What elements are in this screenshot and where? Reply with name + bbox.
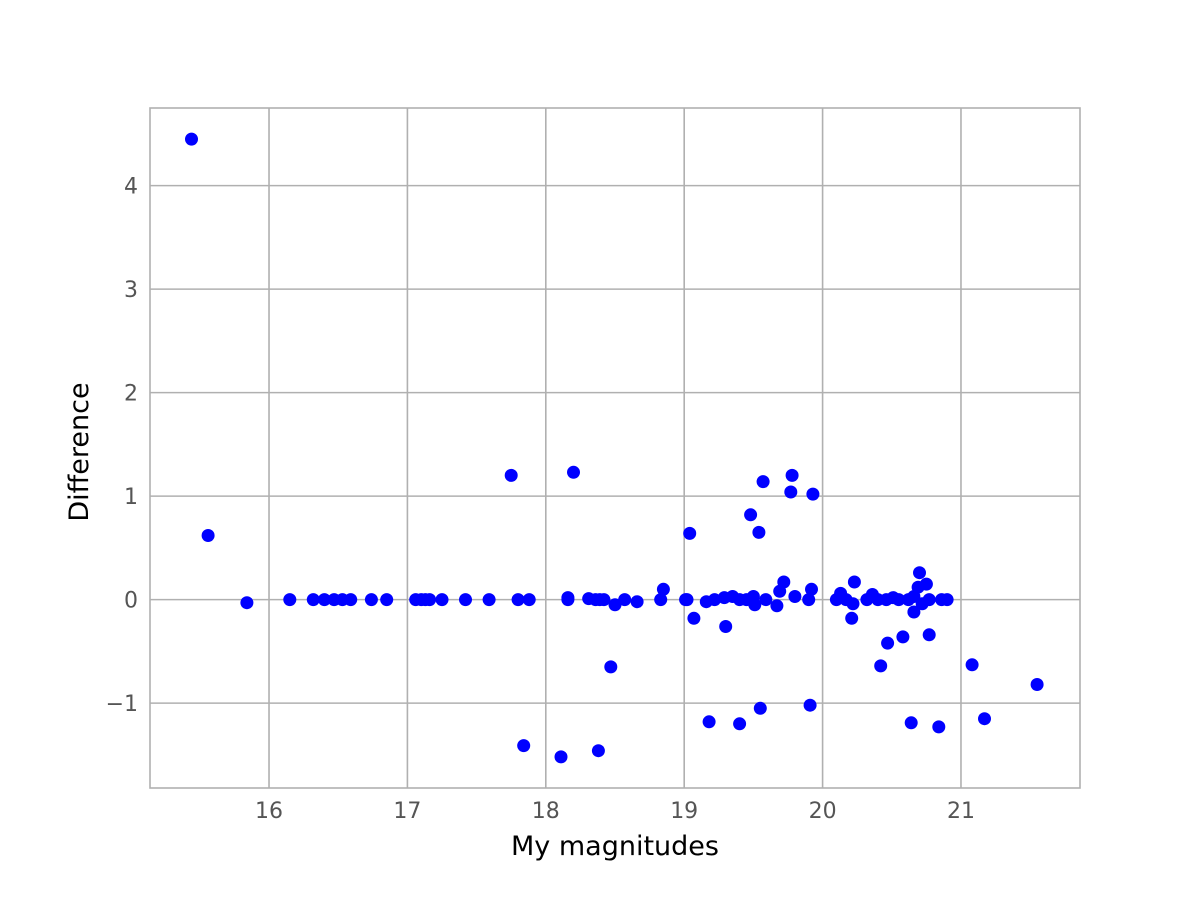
data-point bbox=[719, 620, 733, 633]
data-point bbox=[683, 526, 697, 540]
x-tick-labels: 16 17 18 19 20 21 bbox=[255, 799, 975, 824]
data-point bbox=[185, 132, 198, 146]
data-point bbox=[803, 698, 817, 712]
data-point bbox=[770, 599, 784, 613]
data-point bbox=[561, 593, 575, 607]
data-point bbox=[522, 593, 536, 607]
data-point bbox=[608, 598, 622, 612]
data-point bbox=[317, 593, 331, 607]
y-tick-label: 1 bbox=[124, 485, 138, 510]
data-point bbox=[846, 597, 860, 611]
data-point bbox=[554, 750, 568, 764]
data-point bbox=[656, 582, 670, 596]
data-point bbox=[806, 487, 820, 501]
y-tick-label: 2 bbox=[124, 382, 138, 407]
data-point bbox=[978, 712, 991, 726]
data-point bbox=[892, 593, 906, 607]
data-point bbox=[922, 593, 936, 607]
x-axis-label: My magnitudes bbox=[511, 831, 719, 862]
data-points bbox=[185, 132, 1044, 764]
x-tick-label: 17 bbox=[393, 799, 421, 824]
data-point bbox=[744, 508, 758, 522]
data-point bbox=[630, 595, 644, 609]
data-point bbox=[759, 593, 773, 607]
x-tick-label: 21 bbox=[947, 799, 975, 824]
data-point bbox=[881, 636, 895, 650]
data-point bbox=[459, 593, 472, 607]
data-point bbox=[932, 720, 946, 734]
data-point bbox=[591, 744, 605, 758]
y-axis-label: Difference bbox=[64, 382, 95, 521]
data-point bbox=[753, 701, 767, 715]
data-point bbox=[201, 529, 215, 542]
data-point bbox=[805, 582, 818, 596]
y-tick-label: 0 bbox=[124, 589, 138, 614]
data-point bbox=[344, 593, 358, 607]
grid bbox=[150, 108, 1080, 788]
data-point bbox=[511, 593, 525, 607]
data-point bbox=[896, 630, 910, 644]
data-point bbox=[618, 593, 632, 607]
data-point bbox=[435, 593, 449, 607]
data-point bbox=[306, 593, 320, 607]
data-point bbox=[567, 465, 580, 479]
data-point bbox=[482, 593, 496, 607]
data-point bbox=[922, 628, 936, 642]
data-point bbox=[504, 468, 518, 482]
data-point bbox=[517, 739, 531, 753]
x-tick-label: 19 bbox=[670, 799, 698, 824]
data-point bbox=[283, 593, 297, 607]
data-point bbox=[752, 525, 766, 539]
plot-frame bbox=[149, 107, 1081, 789]
data-point bbox=[847, 575, 861, 589]
data-point bbox=[965, 658, 979, 672]
y-tick-label: 3 bbox=[124, 278, 138, 303]
data-point bbox=[785, 468, 799, 482]
data-point bbox=[364, 593, 378, 607]
data-point bbox=[802, 593, 816, 607]
x-tick-label: 18 bbox=[532, 799, 560, 824]
data-point bbox=[708, 593, 722, 607]
data-point bbox=[702, 715, 716, 729]
data-point bbox=[380, 593, 394, 607]
data-point bbox=[597, 593, 611, 607]
data-point bbox=[240, 596, 254, 610]
y-tick-labels: −1 0 1 2 3 4 bbox=[106, 175, 138, 718]
x-tick-label: 16 bbox=[255, 799, 283, 824]
data-point bbox=[756, 475, 770, 489]
data-point bbox=[654, 593, 668, 607]
data-point bbox=[904, 716, 918, 730]
data-point bbox=[733, 717, 747, 731]
data-point bbox=[784, 485, 798, 499]
data-point bbox=[1030, 678, 1044, 691]
data-point bbox=[687, 611, 701, 625]
data-point bbox=[777, 575, 791, 589]
data-point bbox=[748, 598, 762, 612]
data-point bbox=[913, 566, 926, 580]
data-point bbox=[680, 593, 694, 607]
x-tick-label: 20 bbox=[809, 799, 837, 824]
data-point bbox=[845, 611, 859, 625]
data-point bbox=[874, 659, 888, 673]
data-point bbox=[907, 605, 921, 619]
data-point bbox=[423, 593, 437, 607]
data-point bbox=[604, 660, 618, 674]
data-point bbox=[919, 577, 933, 591]
y-tick-label: 4 bbox=[124, 175, 138, 200]
data-point bbox=[788, 590, 802, 603]
data-point bbox=[940, 593, 954, 607]
y-tick-label: −1 bbox=[106, 692, 138, 717]
